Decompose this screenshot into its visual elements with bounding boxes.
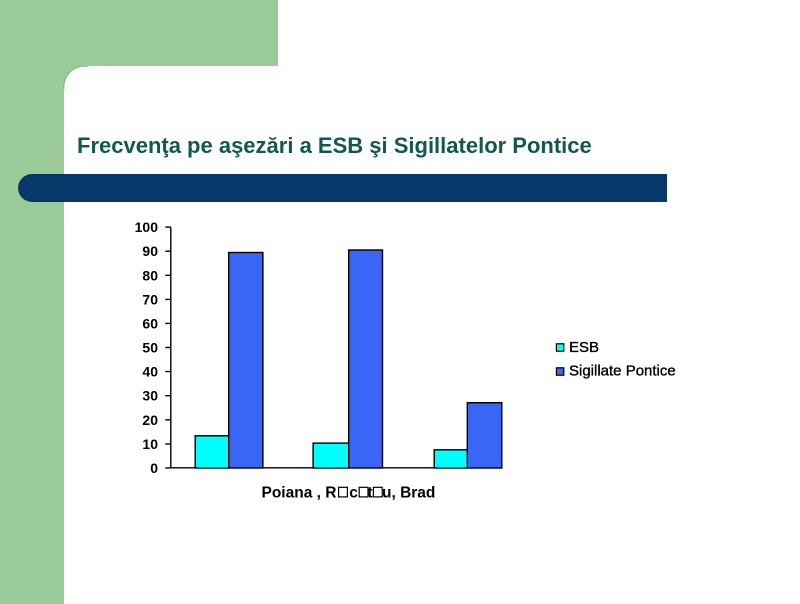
svg-text:Frecvenţa pe aşezări a ESB şi: Frecvenţa pe aşezări a ESB şi Sigillatel… — [77, 133, 592, 158]
svg-text:60: 60 — [142, 315, 158, 331]
svg-text:90: 90 — [142, 243, 158, 259]
svg-text:Poiana , R: Poiana , R — [262, 485, 337, 502]
svg-text:u, Brad: u, Brad — [382, 485, 435, 502]
svg-text:t: t — [367, 485, 372, 502]
svg-text:10: 10 — [142, 436, 158, 452]
svg-text:0: 0 — [150, 460, 158, 476]
svg-text:Sigillate Pontice: Sigillate Pontice — [569, 362, 676, 379]
svg-text:100: 100 — [135, 219, 159, 235]
svg-text:50: 50 — [142, 340, 158, 356]
svg-text:80: 80 — [142, 267, 158, 283]
svg-text:70: 70 — [142, 291, 158, 307]
svg-text:20: 20 — [142, 412, 158, 428]
svg-text:40: 40 — [142, 364, 158, 380]
svg-text:30: 30 — [142, 388, 158, 404]
svg-text:ESB: ESB — [569, 339, 599, 356]
svg-text:c: c — [349, 485, 358, 502]
